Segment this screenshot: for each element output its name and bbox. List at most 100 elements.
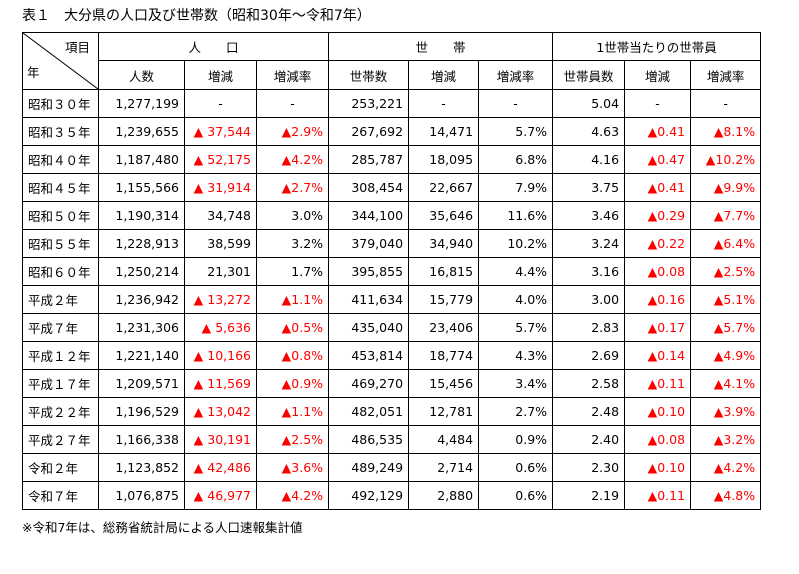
cell-members: 2.83 [552, 313, 626, 342]
cell-population: 1,239,655 [98, 117, 185, 146]
table-row: 昭和６０年 1,250,214 21,301 1.7% 395,855 16,815 4.4… [22, 257, 762, 286]
cell-population-rate: 1.7% [255, 257, 330, 286]
cell-households-rate: 0.6% [478, 481, 554, 510]
cell-members-change: ▲0.11 [624, 369, 692, 398]
group-header-households: 世 帯 [328, 32, 554, 61]
cell-households-rate: 0.9% [478, 425, 554, 454]
table-row: 平成２２年 1,196,529 ▲ 13,042 ▲1.1% 482,051 12,781… [22, 397, 762, 426]
diagonal-line [23, 33, 98, 89]
cell-population-rate: 3.2% [255, 229, 330, 258]
table-row: 昭和５５年 1,228,913 38,599 3.2% 379,040 34,940 10.… [22, 229, 762, 258]
col-header-households-change: 増減 [408, 60, 480, 90]
cell-households: 492,129 [328, 481, 410, 510]
cell-members-rate: ▲4.9% [690, 341, 762, 370]
table-row: 昭和５０年 1,190,314 34,748 3.0% 344,100 35,646 11.… [22, 201, 762, 230]
col-header-members-rate: 増減率 [690, 60, 762, 90]
cell-members-change: ▲0.47 [624, 145, 692, 174]
cell-households: 395,855 [328, 257, 410, 286]
cell-households-rate: 4.4% [478, 257, 554, 286]
cell-members-change: ▲0.14 [624, 341, 692, 370]
cell-population: 1,209,571 [98, 369, 185, 398]
cell-members-rate: ▲8.1% [690, 117, 762, 146]
cell-households-change: 22,667 [408, 173, 480, 202]
cell-population: 1,166,338 [98, 425, 185, 454]
cell-households: 411,634 [328, 285, 410, 314]
cell-members-rate: ▲6.4% [690, 229, 762, 258]
footnote: ※令和7年は、総務省統計局による人口速報集計値 [22, 520, 303, 535]
cell-population-change: - [184, 89, 257, 118]
header-row-columns: 人数 増減 増減率 世帯数 増減 増減率 世帯員数 増減 増減率 [23, 60, 762, 90]
cell-households: 308,454 [328, 173, 410, 202]
cell-members-change: ▲0.10 [624, 453, 692, 482]
cell-households-rate: 5.7% [478, 117, 554, 146]
cell-population-rate: ▲0.9% [255, 369, 330, 398]
table-row: 昭和４５年 1,155,566 ▲ 31,914 ▲2.7% 308,454 22,667… [22, 173, 762, 202]
cell-population-rate: ▲2.9% [255, 117, 330, 146]
cell-members-change: ▲0.08 [624, 257, 692, 286]
col-header-members-change: 増減 [624, 60, 692, 90]
table-row: 令和７年 1,076,875 ▲ 46,977 ▲4.2% 492,129 2,880 0.… [22, 481, 762, 510]
cell-members-rate: - [690, 89, 762, 118]
cell-households-change: 12,781 [408, 397, 480, 426]
cell-population-change: 38,599 [184, 229, 257, 258]
cell-year: 平成２７年 [22, 425, 99, 454]
cell-population-rate: ▲3.6% [255, 453, 330, 482]
cell-year: 昭和３５年 [22, 117, 99, 146]
cell-members-change: ▲0.22 [624, 229, 692, 258]
cell-members: 3.24 [552, 229, 626, 258]
cell-members: 2.69 [552, 341, 626, 370]
cell-members: 4.63 [552, 117, 626, 146]
col-header-population: 人数 [98, 60, 185, 90]
cell-members-change: ▲0.29 [624, 201, 692, 230]
cell-year: 昭和４５年 [22, 173, 99, 202]
table-row: 令和２年 1,123,852 ▲ 42,486 ▲3.6% 489,249 2,714 0.… [22, 453, 762, 482]
cell-members-rate: ▲3.9% [690, 397, 762, 426]
cell-households-rate: 3.4% [478, 369, 554, 398]
cell-households: 285,787 [328, 145, 410, 174]
header-row-groups: 項目 年 人 口 世 帯 1世帯当たりの世帯員 [22, 32, 762, 90]
cell-households-change: 18,774 [408, 341, 480, 370]
cell-population-rate: 3.0% [255, 201, 330, 230]
cell-households-change: 35,646 [408, 201, 480, 230]
cell-members-change: ▲0.11 [624, 481, 692, 510]
cell-population: 1,236,942 [98, 285, 185, 314]
table-row: 昭和３０年 1,277,199- -253,221- -5.04- - [22, 89, 762, 118]
cell-members: 2.48 [552, 397, 626, 426]
cell-population-change: ▲ 52,175 [184, 145, 257, 174]
table-row: 昭和４０年 1,187,480 ▲ 52,175 ▲4.2% 285,787 18,095… [22, 145, 762, 174]
cell-households: 379,040 [328, 229, 410, 258]
cell-year: 平成７年 [22, 313, 99, 342]
cell-households-rate: 7.9% [478, 173, 554, 202]
cell-households-change: 34,940 [408, 229, 480, 258]
cell-households-rate: 11.6% [478, 201, 554, 230]
cell-population: 1,228,913 [98, 229, 185, 258]
cell-households-change: 18,095 [408, 145, 480, 174]
cell-members-change: ▲0.16 [624, 285, 692, 314]
cell-year: 平成２２年 [22, 397, 99, 426]
cell-population: 1,231,306 [98, 313, 185, 342]
cell-population-change: ▲ 42,486 [184, 453, 257, 482]
col-header-households: 世帯数 [328, 60, 410, 90]
cell-year: 昭和５０年 [22, 201, 99, 230]
cell-households: 344,100 [328, 201, 410, 230]
cell-population-rate: ▲2.7% [255, 173, 330, 202]
cell-population-rate: ▲0.8% [255, 341, 330, 370]
cell-households: 469,270 [328, 369, 410, 398]
cell-population-change: ▲ 46,977 [184, 481, 257, 510]
cell-population: 1,196,529 [98, 397, 185, 426]
cell-members: 2.40 [552, 425, 626, 454]
cell-households-change: - [408, 89, 480, 118]
col-header-members: 世帯員数 [552, 60, 626, 90]
population-table: 項目 年 人 口 世 帯 1世帯当たりの世帯員 人数 増減 増減率 世帯数 増減… [22, 32, 762, 510]
cell-households-change: 14,471 [408, 117, 480, 146]
cell-members: 5.04 [552, 89, 626, 118]
cell-members-rate: ▲10.2% [690, 145, 762, 174]
cell-households-rate: 6.8% [478, 145, 554, 174]
cell-population-change: 21,301 [184, 257, 257, 286]
cell-households: 267,692 [328, 117, 410, 146]
cell-population: 1,277,199 [98, 89, 185, 118]
cell-population-change: ▲ 10,166 [184, 341, 257, 370]
cell-population-change: ▲ 13,042 [184, 397, 257, 426]
cell-households-rate: 4.0% [478, 285, 554, 314]
table-title: 表１ 大分県の人口及び世帯数（昭和30年～令和7年） [22, 8, 371, 24]
